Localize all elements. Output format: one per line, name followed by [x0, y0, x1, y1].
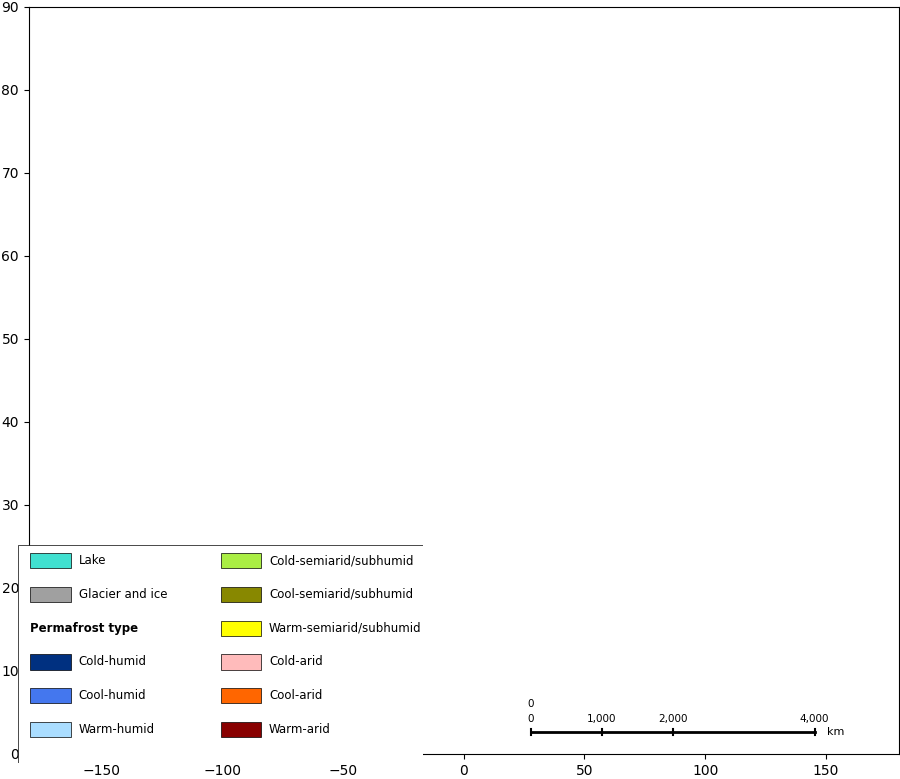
Bar: [220, 587, 261, 602]
Bar: [220, 654, 261, 670]
Text: Cool-humid: Cool-humid: [79, 689, 147, 703]
Bar: [220, 553, 261, 568]
Text: Warm-humid: Warm-humid: [79, 723, 155, 736]
Text: Warm-arid: Warm-arid: [269, 723, 331, 736]
Bar: [220, 621, 261, 636]
Bar: [220, 722, 261, 737]
Text: 0: 0: [527, 699, 535, 709]
Text: 4,000: 4,000: [800, 714, 829, 724]
Text: 0: 0: [527, 714, 535, 724]
Text: Warm-semiarid/subhumid: Warm-semiarid/subhumid: [269, 622, 422, 635]
Bar: [30, 688, 70, 703]
Bar: [220, 688, 261, 703]
Text: 1,000: 1,000: [587, 714, 617, 724]
Text: Cool-semiarid/subhumid: Cool-semiarid/subhumid: [269, 588, 413, 601]
Text: Lake: Lake: [79, 554, 106, 567]
Bar: [30, 553, 70, 568]
Bar: [30, 587, 70, 602]
Text: Cold-arid: Cold-arid: [269, 655, 323, 668]
Text: Permafrost type: Permafrost type: [30, 622, 139, 635]
Bar: [30, 722, 70, 737]
Text: Cool-arid: Cool-arid: [269, 689, 322, 703]
Text: Cold-semiarid/subhumid: Cold-semiarid/subhumid: [269, 554, 414, 567]
Text: Cold-humid: Cold-humid: [79, 655, 147, 668]
Bar: [30, 654, 70, 670]
Text: km: km: [827, 728, 844, 737]
Text: Glacier and ice: Glacier and ice: [79, 588, 167, 601]
Text: 2,000: 2,000: [658, 714, 688, 724]
